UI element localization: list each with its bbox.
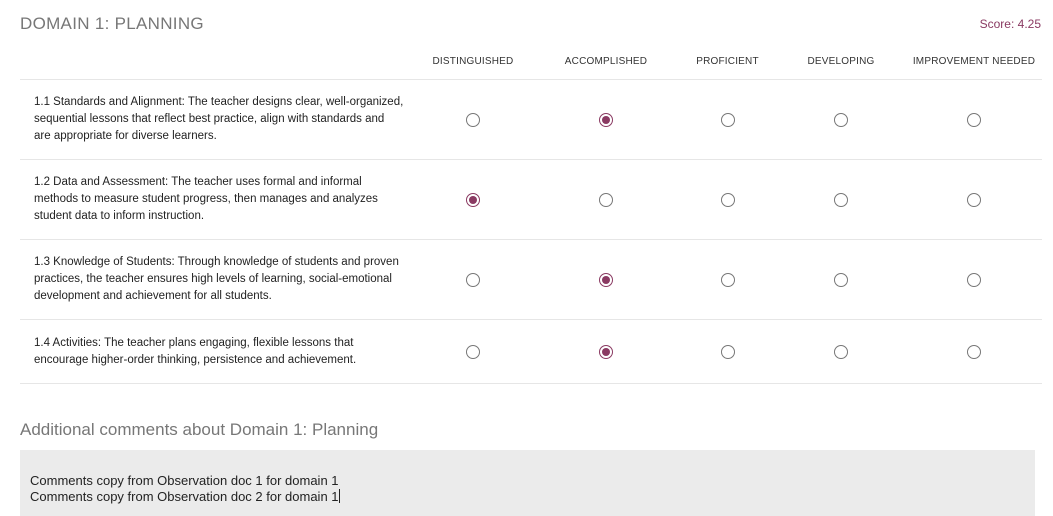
text-cursor [338,489,340,503]
rating-radio-developing[interactable] [834,112,848,127]
column-header-accomplished: ACCOMPLISHED [564,56,648,67]
rubric-row: 1.3 Knowledge of Students: Through knowl… [20,240,1042,320]
rating-radio-improvement-needed[interactable] [967,112,981,127]
comment-line: Comments copy from Observation doc 2 for… [30,489,339,504]
rating-radio-improvement-needed[interactable] [967,192,981,207]
column-header-distinguished: DISTINGUISHED [432,56,514,67]
score-label: Score: 4.25 [979,17,1041,31]
domain-title: DOMAIN 1: PLANNING [20,14,204,33]
rubric-row: 1.2 Data and Assessment: The teacher use… [20,160,1042,240]
rating-radio-distinguished[interactable] [466,192,480,207]
rubric-table: DISTINGUISHED ACCOMPLISHED PROFICIENT DE… [20,44,1042,384]
criterion-description: 1.3 Knowledge of Students: Through knowl… [34,256,399,302]
rating-radio-developing[interactable] [834,272,848,287]
column-header-developing: DEVELOPING [807,56,875,67]
rubric-header-row: DISTINGUISHED ACCOMPLISHED PROFICIENT DE… [20,44,1042,80]
rating-radio-distinguished[interactable] [466,344,480,359]
comments-textarea[interactable]: Comments copy from Observation doc 1 for… [20,450,1035,516]
rating-radio-distinguished[interactable] [466,272,480,287]
rating-radio-improvement-needed[interactable] [967,344,981,359]
rating-radio-proficient[interactable] [720,344,735,359]
criterion-description: 1.4 Activities: The teacher plans engagi… [34,336,357,366]
rubric-row: 1.4 Activities: The teacher plans engagi… [20,320,1042,384]
rating-radio-developing[interactable] [834,344,848,359]
criterion-description: 1.1 Standards and Alignment: The teacher… [34,96,404,142]
rating-radio-accomplished[interactable] [599,344,613,359]
comment-line: Comments copy from Observation doc 1 for… [30,473,339,488]
rubric-row: 1.1 Standards and Alignment: The teacher… [20,80,1042,160]
criterion-description: 1.2 Data and Assessment: The teacher use… [34,176,378,222]
column-header-proficient: PROFICIENT [696,56,759,67]
rating-radio-distinguished[interactable] [466,112,480,127]
rating-radio-accomplished[interactable] [599,112,613,127]
rating-radio-proficient[interactable] [720,192,735,207]
rating-radio-proficient[interactable] [720,112,735,127]
rating-radio-developing[interactable] [834,192,848,207]
column-header-improvement-needed: IMPROVEMENT NEEDED [912,56,1036,67]
rating-radio-accomplished[interactable] [599,272,613,287]
comments-heading: Additional comments about Domain 1: Plan… [20,420,379,439]
rating-radio-improvement-needed[interactable] [967,272,981,287]
rating-radio-proficient[interactable] [720,272,735,287]
rating-radio-accomplished[interactable] [599,192,613,207]
